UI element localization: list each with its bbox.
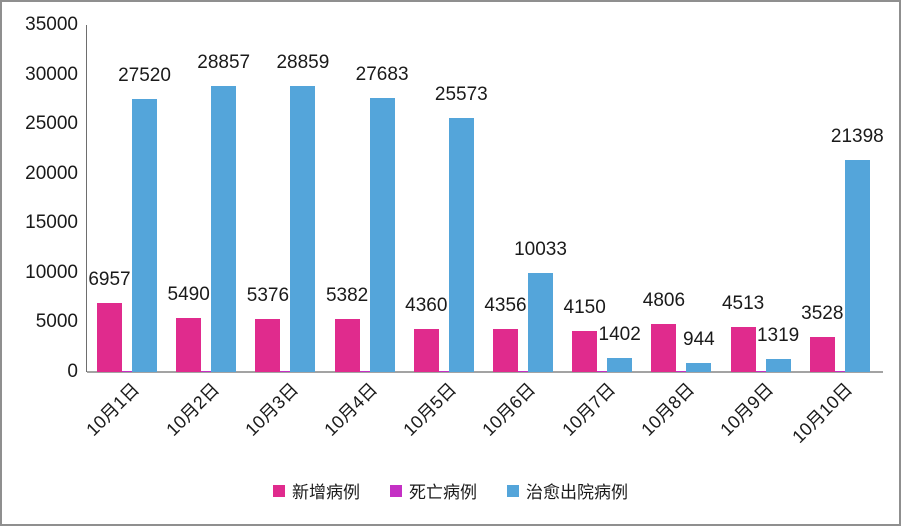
data-label: 944	[683, 328, 715, 350]
bar-deaths	[438, 370, 449, 372]
bar-new-cases	[493, 328, 518, 372]
x-axis-label: 10月9日	[716, 379, 778, 440]
bar-new-cases	[730, 327, 756, 372]
y-tick-label: 35000	[25, 14, 78, 35]
data-label: 28857	[197, 51, 251, 73]
legend-label: 治愈出院病例	[526, 483, 628, 502]
y-tick-label: 15000	[25, 212, 78, 234]
bar-new-cases	[809, 337, 835, 372]
chart-legend: 新增病例 死亡病例 治愈出院病例	[2, 478, 899, 503]
y-tick-label: 25000	[25, 113, 78, 135]
legend-swatch	[507, 484, 519, 497]
x-axis-label: 10月7日	[558, 379, 619, 440]
data-label: 4360	[405, 294, 448, 316]
data-label: 10033	[514, 238, 567, 260]
bar-deaths	[755, 370, 766, 372]
bar-new-cases	[651, 324, 677, 372]
bar-cured	[765, 358, 791, 372]
data-label: 1319	[756, 324, 800, 346]
bar-deaths	[834, 370, 845, 372]
data-label: 5376	[246, 284, 290, 306]
bar-cured	[844, 159, 870, 372]
bar-cured	[369, 97, 395, 372]
legend-label: 新增病例	[292, 483, 360, 502]
x-axis-label: 10月3日	[241, 379, 303, 440]
x-axis-label: 10月10日	[788, 379, 857, 447]
bar-deaths	[122, 370, 132, 372]
y-axis-line	[86, 25, 87, 372]
bar-new-cases	[255, 318, 281, 372]
data-label: 25573	[434, 84, 488, 106]
legend-item: 治愈出院病例	[507, 478, 628, 503]
data-label: 3528	[801, 303, 844, 325]
bar-deaths	[359, 370, 370, 372]
bar-new-cases	[176, 317, 202, 372]
bar-new-cases	[413, 328, 439, 372]
bar-cured	[448, 118, 474, 372]
y-tick-label: 10000	[25, 261, 78, 283]
bar-cured	[290, 85, 316, 372]
x-axis-label: 10月1日	[82, 379, 144, 440]
x-axis-label: 10月6日	[478, 379, 540, 440]
data-label: 27520	[118, 65, 171, 87]
x-axis-label: 10月8日	[637, 379, 699, 440]
bar-deaths	[676, 370, 687, 372]
x-axis-label: 10月4日	[320, 379, 382, 440]
data-label: 4806	[642, 290, 686, 312]
data-label: 1402	[598, 324, 641, 346]
y-tick-label: 20000	[25, 162, 78, 184]
data-label: 28859	[276, 51, 330, 73]
legend-item: 死亡病例	[390, 478, 477, 503]
legend-swatch	[390, 484, 402, 497]
y-tick-label: 0	[67, 361, 78, 382]
y-tick-label: 5000	[35, 311, 78, 333]
data-label: 27683	[355, 63, 409, 85]
bar-cured	[528, 272, 553, 372]
legend-swatch	[273, 484, 285, 497]
data-label: 21398	[830, 125, 884, 147]
x-axis-label: 10月5日	[399, 379, 461, 440]
bar-cured	[211, 85, 237, 372]
data-label: 4150	[563, 296, 606, 318]
data-label: 4513	[721, 293, 765, 315]
bar-new-cases	[334, 318, 360, 372]
bar-new-cases	[97, 303, 122, 372]
bar-cured	[132, 99, 157, 372]
data-label: 4356	[484, 294, 527, 316]
data-label: 5382	[325, 284, 369, 306]
bar-cured	[607, 358, 633, 372]
legend-label: 死亡病例	[409, 483, 477, 502]
bar-deaths	[201, 370, 212, 372]
bar-cured	[686, 362, 712, 372]
bar-deaths	[518, 370, 528, 372]
x-axis-label: 10月2日	[162, 379, 223, 440]
bar-new-cases	[572, 330, 598, 372]
bar-deaths	[597, 370, 608, 372]
x-axis-line	[87, 371, 883, 373]
bar-deaths	[280, 370, 291, 372]
data-label: 6957	[88, 269, 131, 291]
y-tick-label: 30000	[25, 63, 78, 85]
legend-item: 新增病例	[273, 478, 360, 503]
data-label: 5490	[167, 283, 210, 305]
